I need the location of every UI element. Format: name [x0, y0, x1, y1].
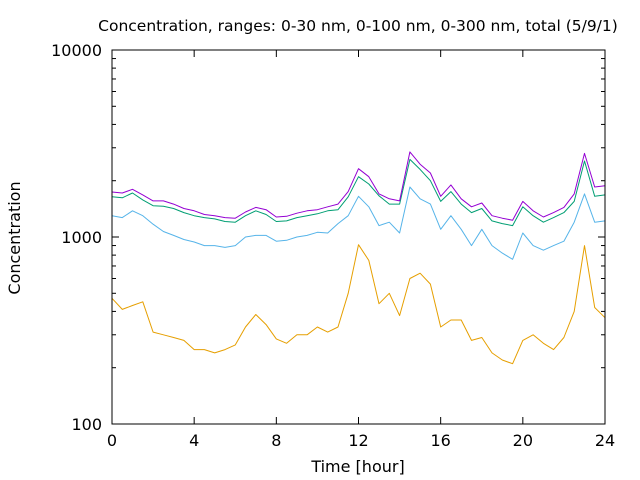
x-tick-label: 16: [430, 431, 450, 450]
series-line-2: [111, 186, 606, 260]
y-tick-label: 100: [71, 415, 102, 434]
series-line-1: [111, 244, 606, 365]
plot-frame: [111, 49, 606, 425]
x-axis-label: Time [hour]: [310, 457, 404, 476]
y-axis-label: Concentration: [5, 181, 24, 294]
x-tick-label: 20: [513, 431, 533, 450]
axis-ticks: 0 4 8 12 16 20 24 100 1000 10000: [51, 41, 615, 450]
plot-series: [111, 151, 606, 365]
y-tick-label: 10000: [51, 41, 102, 60]
x-tick-label: 8: [271, 431, 281, 450]
series-line-3: [111, 158, 606, 227]
y-tick-label: 1000: [61, 228, 102, 247]
series-line-4: [111, 151, 606, 221]
x-tick-label: 24: [595, 431, 615, 450]
x-tick-label: 0: [107, 431, 117, 450]
chart-title: Concentration, ranges: 0-30 nm, 0-100 nm…: [98, 17, 618, 35]
x-tick-label: 4: [189, 431, 199, 450]
x-tick-label: 12: [348, 431, 368, 450]
